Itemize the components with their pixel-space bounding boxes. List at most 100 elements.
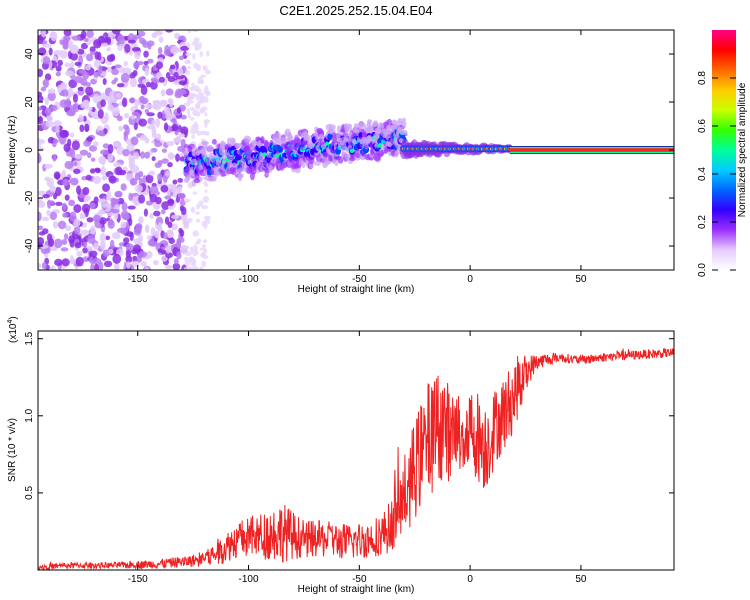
heatmap-cell (89, 202, 96, 210)
heatmap-cell (86, 136, 94, 142)
heatmap-cell (166, 140, 175, 146)
heatmap-cell (82, 247, 88, 254)
heatmap-cell (128, 218, 133, 226)
heatmap-cell (170, 185, 177, 193)
heatmap-cell (88, 145, 98, 152)
heatmap-cell (157, 111, 163, 119)
heatmap-cell (185, 69, 191, 76)
heatmap-cell (145, 200, 153, 206)
heatmap-cell (187, 145, 193, 153)
heatmap-cell (347, 123, 353, 129)
heatmap-region-noise (38, 30, 212, 270)
heatmap-cell (154, 230, 160, 239)
heatmap-cell (180, 126, 189, 136)
heatmap-cell (195, 44, 199, 51)
heatmap-cell (47, 238, 55, 247)
heatmap-cell (76, 185, 81, 195)
snr-series-line (38, 347, 674, 570)
x-tick-label: -50 (352, 274, 367, 285)
heatmap-cell (164, 264, 173, 270)
heatmap-cell (184, 251, 192, 257)
heatmap-cell (138, 118, 148, 127)
heatmap-cell (177, 178, 184, 183)
heatmap-cell (62, 39, 68, 49)
heatmap-cell (102, 78, 107, 86)
heatmap-cell (101, 175, 108, 181)
heatmap-cell (125, 255, 133, 263)
heatmap-cell (55, 71, 61, 77)
heatmap-cell (40, 244, 49, 249)
heatmap-cell (157, 159, 163, 166)
heatmap-cell (128, 158, 136, 167)
heatmap-cell (38, 142, 42, 148)
heatmap-cell (116, 115, 123, 122)
heatmap-cell (184, 260, 192, 266)
heatmap-cell (61, 258, 70, 267)
heatmap-cell (44, 163, 53, 169)
heatmap-cell (183, 198, 191, 203)
heatmap-cell (123, 60, 128, 67)
heatmap-cell (69, 255, 74, 265)
heatmap-cell (197, 99, 203, 104)
heatmap-cell (199, 50, 203, 58)
heatmap-cell (367, 119, 373, 125)
heatmap-cell (183, 84, 189, 90)
heatmap-cell (38, 231, 46, 236)
heatmap-cell (155, 61, 164, 70)
heatmap-cell (55, 124, 60, 133)
heatmap-cell (69, 148, 76, 159)
heatmap-cell (80, 30, 87, 40)
heatmap-cell (165, 245, 171, 254)
heatmap-cell (143, 60, 149, 66)
heatmap-cell (365, 135, 371, 141)
heatmap-cell (391, 119, 397, 125)
heatmap-cell (165, 88, 174, 96)
heatmap-cell (38, 225, 44, 231)
heatmap-cell (194, 211, 201, 215)
heatmap-cell (50, 31, 58, 42)
heatmap-cell (130, 115, 136, 120)
heatmap-cell (85, 86, 94, 96)
heatmap-cell (104, 112, 109, 122)
heatmap-cell (90, 225, 96, 236)
heatmap-cell (179, 205, 185, 212)
heatmap-cell (52, 220, 59, 229)
heatmap-cell (343, 136, 349, 142)
heatmap-cell (129, 72, 136, 79)
heatmap-cell (161, 148, 168, 153)
heatmap-cell (93, 39, 102, 49)
heatmap-cell (100, 99, 106, 107)
heatmap-cell (192, 53, 196, 61)
heatmap-cell (183, 102, 191, 107)
heatmap-cell (379, 149, 385, 156)
heatmap-cell (38, 236, 45, 246)
heatmap-cell (140, 97, 149, 105)
heatmap-cell (199, 79, 205, 85)
heatmap-cell (125, 243, 134, 251)
heatmap-cell (102, 183, 110, 192)
heatmap-cell (129, 178, 138, 186)
heatmap-cell (99, 232, 107, 243)
heatmap-cell (157, 47, 163, 55)
heatmap-cell (76, 48, 85, 55)
heatmap-cell (114, 64, 122, 69)
heatmap-cell (190, 158, 199, 163)
heatmap-cell (387, 124, 393, 130)
heatmap-cell (60, 247, 69, 252)
heatmap-cell (107, 104, 115, 111)
heatmap-cell (160, 184, 169, 193)
heatmap-cell (107, 143, 114, 154)
heatmap-cell (38, 262, 42, 269)
heatmap-cell (128, 192, 133, 201)
heatmap-cell (134, 98, 139, 109)
heatmap-cell (138, 194, 146, 204)
heatmap-cell (204, 121, 208, 129)
heatmap-cell (89, 46, 96, 53)
x-tick-label: 0 (467, 574, 473, 585)
heatmap-cell (368, 125, 374, 131)
heatmap-cell (374, 134, 380, 140)
heatmap-cell (80, 229, 90, 236)
heatmap-cell (113, 77, 119, 82)
heatmap-cell (341, 151, 347, 158)
heatmap-cell (156, 133, 161, 141)
